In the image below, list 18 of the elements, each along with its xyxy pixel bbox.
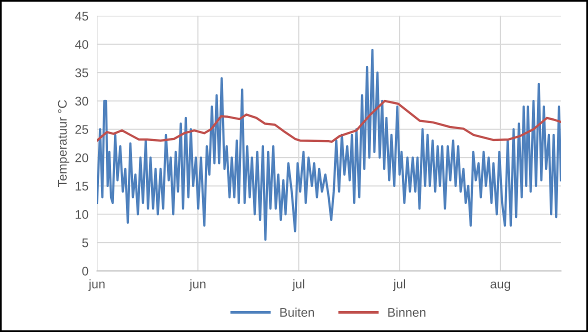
y-tick-label: 20: [75, 153, 88, 162]
x-tick-label: jul: [292, 279, 304, 291]
y-tick-label: 25: [75, 125, 88, 134]
x-tick-label: aug: [490, 282, 510, 291]
y-axis-title: Temperatuur °C: [58, 100, 70, 187]
y-tick-label: 45: [75, 12, 88, 21]
x-tick-label: jun: [88, 279, 105, 291]
y-tick-label: 30: [75, 96, 88, 106]
y-tick-label: 10: [76, 210, 88, 219]
legend-label: Buiten: [280, 308, 314, 317]
y-tick-label: 35: [75, 68, 88, 78]
x-tick-label: jun: [189, 279, 206, 291]
y-tick-label: 15: [76, 182, 88, 191]
x-tick-label: jul: [393, 279, 405, 291]
y-tick-label: 0: [82, 266, 88, 276]
legend-label: Binnen: [388, 308, 426, 317]
y-tick-label: 5: [82, 238, 88, 248]
y-tick-label: 40: [75, 40, 88, 49]
